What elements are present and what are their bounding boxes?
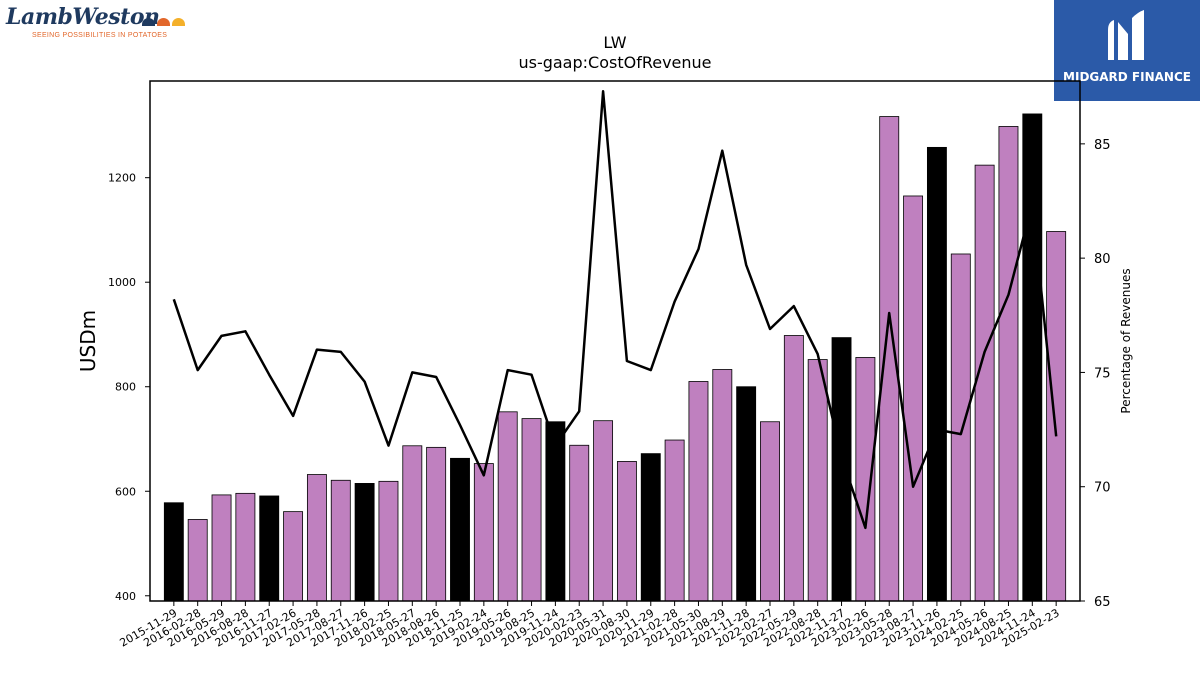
bar-2023-08-27 <box>903 195 924 602</box>
bar-2018-02-25 <box>378 480 399 602</box>
chart-title: LW <box>603 33 626 52</box>
bar-2022-08-28 <box>807 359 828 602</box>
bar-2016-11-27 <box>259 495 280 602</box>
bar-2022-05-29 <box>783 335 804 602</box>
lambweston-logo: LambWeston SEEING POSSIBILITIES IN POTAT… <box>4 4 194 44</box>
logo-dot-3 <box>172 18 185 26</box>
bar-2017-05-28 <box>306 474 327 602</box>
bar-2023-02-26 <box>855 357 876 602</box>
y-tick-label: 800 <box>115 381 136 394</box>
bar-2017-08-27 <box>330 479 351 602</box>
bar-2015-11-29 <box>163 502 184 602</box>
bar-2016-02-28 <box>187 519 208 602</box>
midgard-finance-logo: MIDGARD FINANCE <box>1054 0 1200 101</box>
bar-2019-08-25 <box>521 418 542 602</box>
bar-2016-08-28 <box>235 492 256 602</box>
y2-tick-label: 80 <box>1094 252 1111 267</box>
y-tick-label: 1000 <box>108 276 136 289</box>
plot-frame <box>149 80 1081 602</box>
bar-2020-02-23 <box>569 444 590 602</box>
lambweston-wordmark: LambWeston <box>6 4 160 30</box>
bar-2024-02-25 <box>950 253 971 602</box>
bar-2017-02-26 <box>283 511 304 602</box>
bar-2024-05-26 <box>974 164 995 602</box>
logo-dot-1 <box>142 18 155 26</box>
percentage-line <box>172 90 1058 530</box>
bar-2019-05-26 <box>497 411 518 602</box>
bar-2022-11-27 <box>831 337 852 602</box>
bar-2019-11-24 <box>545 421 566 602</box>
bar-2023-11-26 <box>926 146 947 602</box>
bar-2018-08-26 <box>426 446 447 602</box>
y2-tick-label: 70 <box>1094 481 1111 496</box>
bar-2018-11-25 <box>450 457 470 602</box>
chart-subtitle: us-gaap:CostOfRevenue <box>518 53 711 72</box>
midgard-finance-wordmark: MIDGARD FINANCE <box>1063 70 1191 84</box>
right-axis-ticks: 65 70 75 80 85 <box>1080 138 1111 610</box>
bar-2024-11-24 <box>1022 113 1043 602</box>
left-axis-ticks: 400 600 800 1000 1200 <box>108 172 150 603</box>
y-tick-label: 1200 <box>108 172 136 185</box>
bar-2025-02-23 <box>1046 231 1067 602</box>
bar-2020-08-30 <box>616 461 637 602</box>
bar-2016-05-29 <box>211 494 232 602</box>
bar-2021-11-28 <box>736 386 757 602</box>
line-series <box>172 90 1058 530</box>
bar-2022-02-27 <box>760 421 780 602</box>
bar-2024-08-25 <box>998 126 1019 602</box>
bar-2021-02-28 <box>664 439 685 602</box>
x-axis-ticks: 2015-11-292016-02-282016-05-292016-08-28… <box>117 601 1062 650</box>
y-tick-label: 400 <box>115 590 136 603</box>
y2-tick-label: 65 <box>1094 595 1111 610</box>
bar-2021-08-29 <box>712 369 733 602</box>
bar-2017-11-26 <box>354 483 375 602</box>
bar-2020-11-29 <box>640 453 661 602</box>
bar-2018-05-27 <box>402 445 423 602</box>
logo-dot-2 <box>157 18 170 26</box>
y-axis-label: USDm <box>76 310 100 372</box>
y-tick-label: 600 <box>115 485 136 498</box>
bar-series <box>163 113 1067 602</box>
midgard-emblem-icon <box>1108 10 1144 60</box>
y2-tick-label: 85 <box>1094 138 1111 153</box>
y2-axis-label: Percentage of Revenues <box>1119 268 1133 413</box>
bar-2020-05-31 <box>593 420 614 602</box>
bar-2021-05-30 <box>688 381 709 602</box>
lambweston-tagline: SEEING POSSIBILITIES IN POTATOES <box>32 32 168 39</box>
bar-2019-02-24 <box>473 463 494 602</box>
y2-tick-label: 75 <box>1094 366 1111 381</box>
